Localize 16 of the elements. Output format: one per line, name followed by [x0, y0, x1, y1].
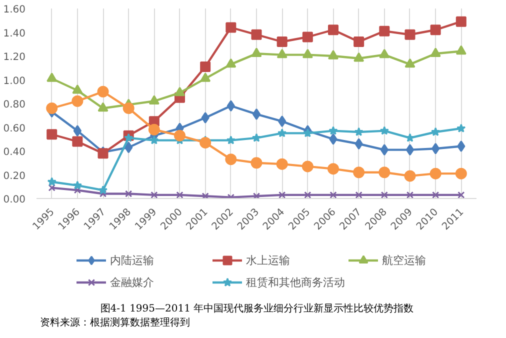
y-tick-label: 0.20	[3, 170, 26, 182]
legend-label: 水上运输	[246, 252, 291, 268]
legend-label: 金融媒介	[110, 274, 155, 290]
y-tick-label: 1.20	[3, 52, 26, 63]
text: 资料来源：根据测算数据整理得到	[40, 316, 190, 328]
y-tick-label: 1.40	[3, 28, 26, 40]
legend-label: 航空运输	[382, 252, 427, 268]
y-tick-label: 0.40	[3, 147, 26, 158]
legend-label: 租赁和其他商务活动	[246, 274, 346, 290]
y-tick-label: 0.00	[3, 194, 26, 206]
legend-label: 内陆运输	[110, 252, 155, 268]
caption: 图4-1 1995—2011 年中国现代服务业细分行业新显示性比较优势指数	[100, 302, 414, 314]
y-tick-label: 1.60	[3, 4, 26, 16]
y-tick-label: 0.80	[3, 100, 26, 110]
y-tick-label: 0.60	[3, 123, 26, 134]
y-tick-label: 1.00	[3, 76, 26, 87]
